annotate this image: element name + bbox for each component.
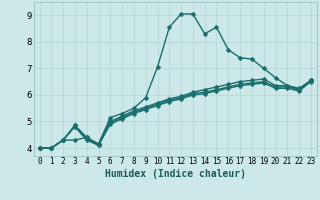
X-axis label: Humidex (Indice chaleur): Humidex (Indice chaleur) <box>105 169 246 179</box>
